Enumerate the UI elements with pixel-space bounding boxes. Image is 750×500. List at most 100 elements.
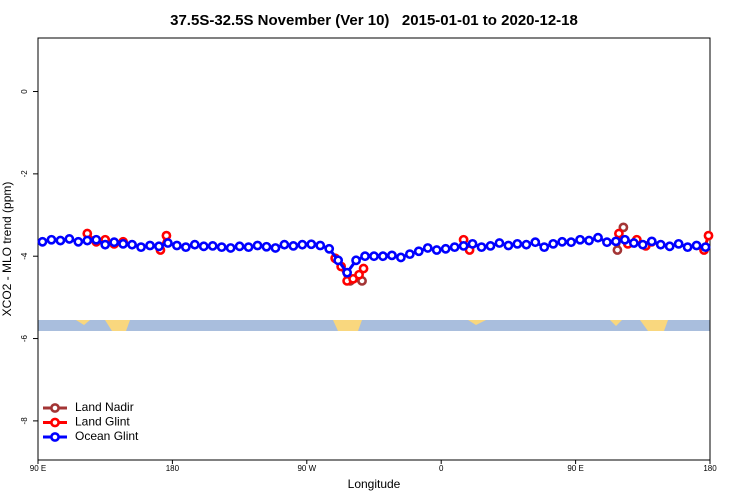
- data-point: [354, 269, 364, 280]
- data-point: [619, 234, 630, 245]
- data-point: [449, 242, 460, 253]
- data-point: [154, 241, 164, 252]
- data-point: [297, 239, 308, 250]
- x-tick-label: 90 W: [297, 464, 316, 473]
- y-tick-label: 0: [20, 89, 29, 94]
- data-point: [270, 243, 281, 253]
- data-point: [614, 228, 624, 239]
- data-point: [494, 238, 505, 248]
- y-tick-label: -2: [20, 170, 29, 178]
- x-tick-label: 180: [703, 464, 717, 473]
- data-point: [395, 252, 406, 263]
- data-point: [252, 240, 263, 251]
- legend-label: Ocean Glint: [75, 429, 139, 443]
- data-point: [55, 235, 66, 246]
- data-point: [566, 237, 577, 248]
- data-point: [261, 241, 272, 252]
- data-point: [288, 241, 299, 251]
- data-point: [279, 239, 290, 250]
- x-tick-label: 180: [166, 464, 180, 473]
- data-point: [207, 241, 218, 251]
- data-point: [315, 240, 326, 251]
- x-tick-label: 90 E: [30, 464, 46, 473]
- data-point: [145, 240, 155, 251]
- data-point: [127, 239, 137, 250]
- data-point: [333, 255, 344, 266]
- data-point: [476, 242, 487, 253]
- data-point: [342, 267, 353, 278]
- x-tick-label: 0: [439, 464, 444, 473]
- data-point: [91, 234, 102, 245]
- data-point: [64, 234, 75, 244]
- map-strip: [38, 320, 710, 331]
- data-point: [171, 240, 182, 251]
- data-point: [530, 237, 541, 248]
- data-point: [118, 238, 129, 249]
- data-point: [602, 237, 612, 248]
- y-axis-label: XCO2 - MLO trend (ppm): [0, 182, 14, 317]
- data-point: [378, 251, 388, 262]
- data-point: [673, 238, 684, 249]
- data-point: [369, 251, 379, 262]
- data-point: [360, 251, 370, 262]
- data-point: [161, 230, 172, 241]
- data-point: [358, 263, 369, 274]
- x-tick-label: 90 E: [567, 464, 583, 473]
- data-point: [109, 237, 120, 248]
- data-point: [180, 242, 191, 253]
- data-point: [628, 238, 639, 248]
- data-point: [100, 239, 111, 250]
- legend-label: Land Glint: [75, 415, 130, 429]
- data-point: [82, 235, 93, 246]
- data-point: [431, 245, 442, 255]
- data-point: [73, 236, 84, 247]
- data-point: [467, 238, 478, 249]
- data-point: [637, 239, 648, 250]
- data-point: [700, 242, 711, 253]
- data-point: [413, 246, 424, 257]
- legend-marker: [50, 403, 60, 413]
- data-point: [612, 245, 623, 255]
- data-point: [163, 238, 173, 248]
- data-point: [503, 240, 514, 251]
- chart-title: 37.5S-32.5S November (Ver 10) 2015-01-01…: [170, 12, 578, 29]
- y-tick-label: -6: [20, 334, 29, 342]
- legend-marker: [50, 417, 60, 428]
- data-point: [593, 232, 603, 243]
- y-tick-label: -8: [20, 417, 29, 425]
- data-point: [351, 255, 361, 266]
- data-point: [234, 241, 245, 252]
- data-point: [655, 239, 666, 250]
- data-point: [618, 222, 629, 233]
- data-point: [198, 241, 209, 252]
- data-point: [682, 242, 693, 253]
- data-point: [664, 241, 675, 252]
- data-point: [548, 238, 559, 249]
- legend-marker: [50, 432, 60, 442]
- data-point: [539, 242, 550, 253]
- x-axis-label: Longitude: [348, 477, 401, 491]
- data-point: [691, 240, 702, 251]
- data-point: [584, 235, 594, 246]
- legend-label: Land Nadir: [75, 400, 134, 414]
- data-point: [136, 242, 146, 253]
- data-point: [324, 243, 335, 254]
- data-point: [458, 241, 469, 251]
- data-point: [575, 234, 585, 245]
- data-point: [422, 243, 433, 253]
- data-point: [521, 239, 532, 250]
- data-point: [243, 242, 254, 253]
- data-point: [387, 250, 397, 261]
- data-point: [703, 230, 714, 241]
- data-point: [512, 238, 523, 249]
- data-point: [216, 242, 227, 253]
- data-point: [404, 249, 415, 260]
- data-point: [225, 243, 236, 253]
- data-point: [440, 243, 451, 254]
- data-point: [37, 236, 48, 247]
- data-point: [485, 241, 496, 251]
- data-point: [646, 236, 657, 247]
- data-point: [46, 234, 57, 245]
- data-point: [306, 239, 317, 250]
